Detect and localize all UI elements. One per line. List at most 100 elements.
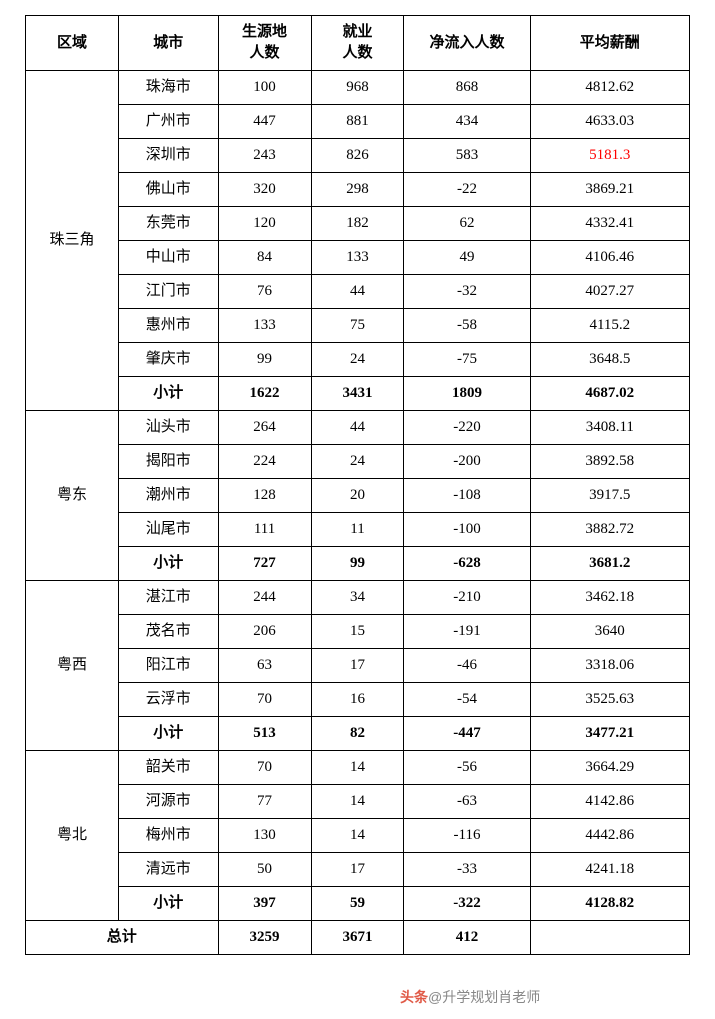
toutiao-icon: 头条: [400, 989, 428, 1005]
salary-cell: 3917.5: [530, 479, 689, 513]
total-employ: 3671: [311, 921, 404, 955]
netflow-cell: -56: [404, 751, 530, 785]
subtotal-source: 397: [218, 887, 311, 921]
employ-cell: 881: [311, 105, 404, 139]
salary-cell: 4106.46: [530, 241, 689, 275]
table-row: 佛山市320298-223869.21: [26, 173, 690, 207]
source-cell: 206: [218, 615, 311, 649]
source-cell: 100: [218, 71, 311, 105]
source-cell: 128: [218, 479, 311, 513]
region-cell: 粤西: [26, 581, 119, 751]
header-source: 生源地 人数: [218, 16, 311, 71]
table-row: 珠三角珠海市1009688684812.62: [26, 71, 690, 105]
city-cell: 清远市: [118, 853, 218, 887]
header-employ-l1: 就业: [342, 24, 372, 40]
employ-cell: 17: [311, 853, 404, 887]
city-cell: 汕头市: [118, 411, 218, 445]
header-employ: 就业 人数: [311, 16, 404, 71]
table-row: 梅州市13014-1164442.86: [26, 819, 690, 853]
netflow-cell: -22: [404, 173, 530, 207]
subtotal-net: -447: [404, 717, 530, 751]
employ-cell: 968: [311, 71, 404, 105]
subtotal-net: 1809: [404, 377, 530, 411]
salary-cell: 3525.63: [530, 683, 689, 717]
city-cell: 汕尾市: [118, 513, 218, 547]
netflow-cell: -210: [404, 581, 530, 615]
city-cell: 潮州市: [118, 479, 218, 513]
salary-cell: 3318.06: [530, 649, 689, 683]
source-cell: 447: [218, 105, 311, 139]
netflow-cell: -191: [404, 615, 530, 649]
salary-cell: 4442.86: [530, 819, 689, 853]
salary-cell: 4027.27: [530, 275, 689, 309]
salary-cell: 3664.29: [530, 751, 689, 785]
table-row: 揭阳市22424-2003892.58: [26, 445, 690, 479]
netflow-cell: -63: [404, 785, 530, 819]
source-cell: 244: [218, 581, 311, 615]
subtotal-employ: 3431: [311, 377, 404, 411]
total-row: 总计32593671412: [26, 921, 690, 955]
employ-cell: 44: [311, 411, 404, 445]
subtotal-salary: 4687.02: [530, 377, 689, 411]
employ-cell: 16: [311, 683, 404, 717]
city-cell: 惠州市: [118, 309, 218, 343]
watermark: 头条@升学规划肖老师: [400, 987, 540, 1007]
subtotal-employ: 59: [311, 887, 404, 921]
employ-cell: 24: [311, 445, 404, 479]
total-net: 412: [404, 921, 530, 955]
source-cell: 264: [218, 411, 311, 445]
table-row: 江门市7644-324027.27: [26, 275, 690, 309]
table-row: 河源市7714-634142.86: [26, 785, 690, 819]
source-cell: 320: [218, 173, 311, 207]
subtotal-source: 727: [218, 547, 311, 581]
table-row: 茂名市20615-1913640: [26, 615, 690, 649]
table-header: 区域 城市 生源地 人数 就业 人数 净流入人数 平均薪酬: [26, 16, 690, 71]
subtotal-salary: 3477.21: [530, 717, 689, 751]
employ-cell: 34: [311, 581, 404, 615]
table-row: 惠州市13375-584115.2: [26, 309, 690, 343]
salary-cell: 3648.5: [530, 343, 689, 377]
subtotal-row: 小计51382-4473477.21: [26, 717, 690, 751]
employ-cell: 15: [311, 615, 404, 649]
table-row: 清远市5017-334241.18: [26, 853, 690, 887]
header-source-l1: 生源地: [242, 24, 287, 40]
netflow-cell: -58: [404, 309, 530, 343]
netflow-cell: 49: [404, 241, 530, 275]
source-cell: 77: [218, 785, 311, 819]
employ-cell: 11: [311, 513, 404, 547]
employ-cell: 20: [311, 479, 404, 513]
table-row: 粤东汕头市26444-2203408.11: [26, 411, 690, 445]
source-cell: 111: [218, 513, 311, 547]
source-cell: 224: [218, 445, 311, 479]
source-cell: 133: [218, 309, 311, 343]
city-cell: 佛山市: [118, 173, 218, 207]
netflow-cell: -33: [404, 853, 530, 887]
subtotal-employ: 99: [311, 547, 404, 581]
table-row: 粤北韶关市7014-563664.29: [26, 751, 690, 785]
salary-cell: 4241.18: [530, 853, 689, 887]
total-label: 总计: [26, 921, 219, 955]
subtotal-net: -322: [404, 887, 530, 921]
city-cell: 茂名市: [118, 615, 218, 649]
employ-cell: 75: [311, 309, 404, 343]
region-cell: 粤东: [26, 411, 119, 581]
region-cell: 粤北: [26, 751, 119, 921]
subtotal-employ: 82: [311, 717, 404, 751]
subtotal-label: 小计: [118, 887, 218, 921]
netflow-cell: 583: [404, 139, 530, 173]
netflow-cell: -32: [404, 275, 530, 309]
salary-cell: 3640: [530, 615, 689, 649]
source-cell: 70: [218, 751, 311, 785]
employ-cell: 182: [311, 207, 404, 241]
city-cell: 中山市: [118, 241, 218, 275]
salary-cell: 3462.18: [530, 581, 689, 615]
table-row: 肇庆市9924-753648.5: [26, 343, 690, 377]
employ-cell: 17: [311, 649, 404, 683]
header-source-l2: 人数: [250, 45, 280, 61]
subtotal-source: 513: [218, 717, 311, 751]
city-cell: 珠海市: [118, 71, 218, 105]
employment-table: 区域 城市 生源地 人数 就业 人数 净流入人数 平均薪酬 珠三角珠海市1009…: [25, 15, 690, 955]
table-row: 阳江市6317-463318.06: [26, 649, 690, 683]
subtotal-row: 小计39759-3224128.82: [26, 887, 690, 921]
header-employ-l2: 人数: [342, 45, 372, 61]
